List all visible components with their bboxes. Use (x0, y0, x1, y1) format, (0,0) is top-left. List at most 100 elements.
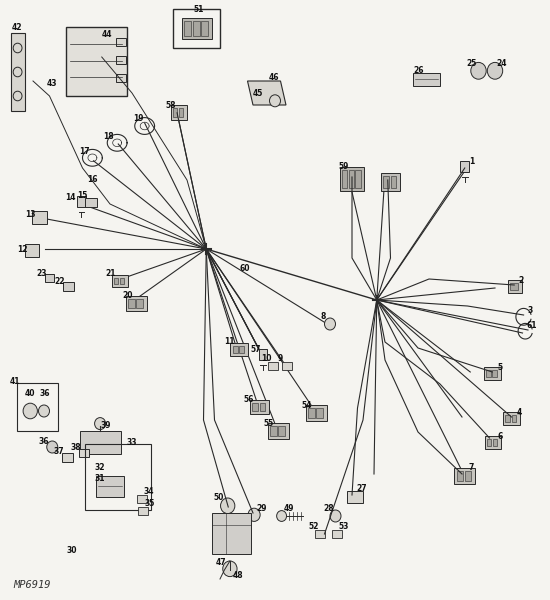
Text: 42: 42 (11, 22, 22, 31)
Text: 21: 21 (106, 269, 117, 278)
Circle shape (471, 62, 486, 79)
Bar (412, 73, 440, 86)
Text: 61: 61 (526, 320, 537, 330)
Text: 8: 8 (321, 312, 326, 322)
Circle shape (221, 498, 235, 514)
Circle shape (13, 91, 22, 101)
Bar (116, 74, 126, 82)
Bar (268, 362, 278, 370)
Text: 31: 31 (95, 474, 106, 484)
Text: 44: 44 (102, 30, 113, 39)
Text: 18: 18 (103, 132, 114, 141)
Text: 36: 36 (40, 389, 51, 397)
Text: 1: 1 (469, 157, 475, 166)
Text: 17: 17 (79, 146, 90, 155)
Text: 24: 24 (496, 58, 507, 67)
Text: 16: 16 (87, 175, 98, 185)
Text: MP6919: MP6919 (14, 580, 51, 590)
Bar (173, 9, 220, 48)
Bar (454, 468, 475, 484)
Bar (306, 405, 327, 421)
Bar (258, 349, 267, 360)
Bar (508, 280, 522, 293)
Bar (137, 496, 147, 503)
Text: 35: 35 (145, 499, 155, 509)
Bar (316, 408, 323, 418)
Text: 52: 52 (309, 522, 318, 532)
Bar (278, 426, 285, 436)
Bar (201, 21, 208, 36)
Bar (120, 278, 124, 284)
Bar (250, 400, 269, 414)
Bar (487, 439, 491, 446)
Text: 58: 58 (165, 100, 176, 109)
Text: 20: 20 (122, 291, 133, 300)
Bar (346, 491, 363, 503)
Text: 27: 27 (356, 484, 367, 493)
Text: 29: 29 (256, 503, 267, 512)
Text: 38: 38 (70, 443, 81, 451)
Bar (485, 436, 501, 449)
Text: 50: 50 (214, 493, 224, 503)
Bar (486, 370, 491, 377)
Bar (456, 471, 463, 481)
Bar (383, 176, 389, 188)
Bar (252, 403, 258, 411)
Text: 19: 19 (133, 114, 144, 124)
Bar (80, 431, 121, 454)
Text: 3: 3 (527, 305, 533, 314)
Circle shape (248, 508, 260, 521)
Bar (349, 170, 354, 188)
Circle shape (223, 561, 237, 577)
Text: 6: 6 (498, 432, 503, 442)
Circle shape (487, 62, 503, 79)
Circle shape (13, 67, 22, 77)
Text: 11: 11 (224, 337, 235, 346)
Bar (25, 244, 39, 257)
Bar (126, 295, 147, 311)
Bar (11, 33, 25, 111)
Bar (173, 108, 177, 118)
Text: 41: 41 (9, 377, 20, 385)
Bar (260, 403, 265, 411)
Bar (16, 383, 58, 431)
Bar (136, 298, 143, 307)
Text: 47: 47 (216, 558, 227, 567)
Text: 53: 53 (339, 522, 349, 532)
Text: 10: 10 (261, 354, 272, 363)
Bar (460, 161, 469, 172)
Text: 43: 43 (47, 79, 58, 88)
Bar (308, 408, 315, 418)
Bar (116, 38, 126, 46)
Text: 4: 4 (516, 408, 522, 417)
Text: 51: 51 (194, 4, 204, 13)
Circle shape (39, 405, 50, 417)
Text: 26: 26 (414, 66, 425, 75)
Text: 37: 37 (53, 446, 64, 456)
Text: 60: 60 (239, 264, 250, 274)
Bar (179, 108, 183, 118)
Bar (465, 471, 471, 481)
Bar (233, 346, 238, 353)
Bar (212, 513, 251, 554)
Circle shape (330, 510, 341, 522)
Bar (184, 21, 191, 36)
Text: 45: 45 (252, 88, 262, 97)
Circle shape (95, 418, 106, 430)
Bar (270, 426, 277, 436)
Text: 55: 55 (263, 419, 273, 427)
Text: 36: 36 (39, 437, 50, 445)
Text: 9: 9 (278, 354, 283, 363)
Bar (510, 283, 518, 290)
Text: 15: 15 (78, 191, 87, 199)
Bar (332, 530, 342, 538)
Text: 34: 34 (143, 487, 154, 496)
Bar (493, 439, 497, 446)
Text: 14: 14 (65, 193, 76, 202)
Bar (192, 21, 200, 36)
Bar (96, 476, 124, 497)
Text: 23: 23 (36, 269, 47, 277)
Text: 22: 22 (54, 277, 65, 286)
Bar (62, 453, 73, 462)
Bar (116, 56, 126, 64)
